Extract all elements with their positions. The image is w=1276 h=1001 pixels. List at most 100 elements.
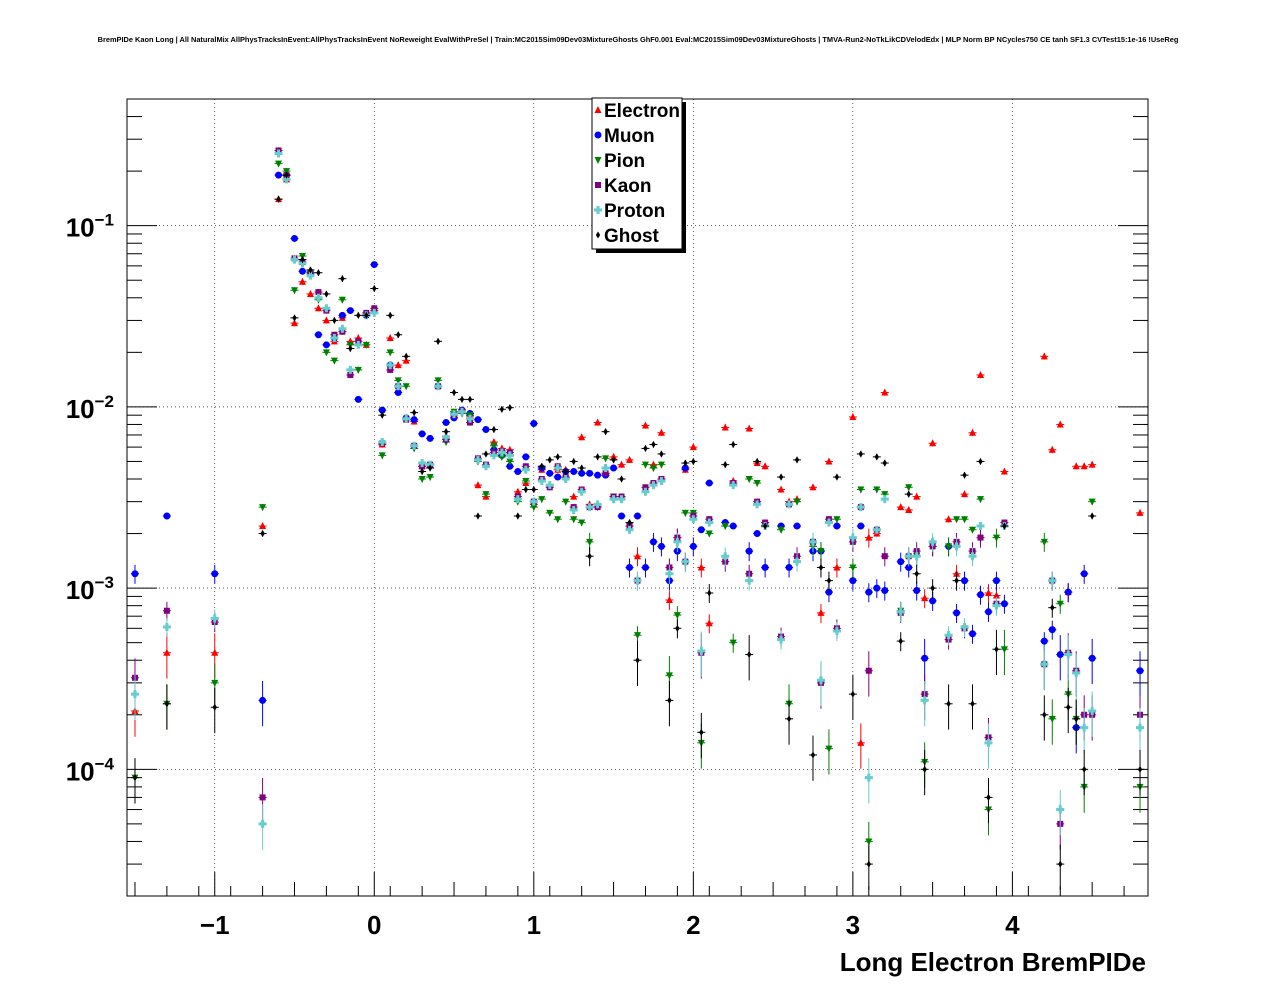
- proton-point: [625, 525, 634, 534]
- pion-marker: [673, 612, 681, 620]
- proton-marker: [793, 557, 802, 566]
- proton-point: [872, 525, 881, 534]
- pion-marker: [506, 458, 514, 466]
- muon-marker: [514, 468, 522, 476]
- ghost-marker: [691, 457, 696, 465]
- muon-point: [880, 581, 889, 601]
- proton-point: [585, 503, 594, 512]
- electron-point: [928, 439, 937, 447]
- legend-marker-electron: [594, 106, 602, 113]
- electron-marker: [570, 492, 578, 500]
- electron-marker: [626, 455, 634, 463]
- legend-entry-proton: Proton: [594, 201, 665, 222]
- proton-point: [745, 571, 754, 591]
- ghost-marker: [994, 645, 999, 653]
- muon-marker: [346, 307, 354, 315]
- x-tick-label: −1: [200, 910, 230, 940]
- ghost-point: [505, 404, 514, 412]
- proton-point: [697, 631, 706, 677]
- pion-marker: [1000, 646, 1008, 654]
- pion-point: [569, 516, 578, 524]
- proton-point: [450, 410, 459, 419]
- muon-point: [354, 395, 363, 403]
- ghost-marker: [308, 266, 313, 274]
- ghost-marker: [539, 462, 544, 470]
- proton-point: [1072, 653, 1081, 699]
- electron-marker: [697, 563, 705, 571]
- kaon-marker: [977, 534, 984, 541]
- pion-marker: [976, 496, 984, 504]
- muon-marker: [570, 468, 578, 476]
- electron-point: [258, 522, 267, 530]
- ghost-point: [729, 441, 738, 449]
- muon-marker: [522, 453, 530, 461]
- muon-point: [872, 579, 881, 599]
- proton-marker: [705, 518, 714, 527]
- electron-marker: [1072, 462, 1080, 470]
- pion-marker: [394, 377, 402, 385]
- ghost-marker: [1058, 860, 1063, 868]
- ghost-marker: [372, 285, 377, 293]
- muon-point: [1136, 651, 1145, 697]
- pion-marker: [211, 679, 219, 687]
- ghost-marker: [1137, 765, 1143, 773]
- y-tick-label: 10−1: [66, 211, 114, 243]
- proton-point: [617, 495, 626, 504]
- proton-marker: [649, 481, 658, 490]
- electron-marker: [514, 487, 522, 495]
- pion-marker: [969, 526, 977, 534]
- proton-marker: [458, 407, 467, 416]
- proton-marker: [952, 542, 961, 551]
- proton-point: [808, 532, 817, 552]
- ghost-point: [1072, 699, 1081, 745]
- muon-point: [641, 558, 650, 578]
- ghost-point: [593, 453, 602, 461]
- pion-marker: [386, 349, 394, 357]
- proton-point: [729, 481, 738, 490]
- proton-marker: [465, 414, 474, 423]
- ghost-point: [984, 777, 993, 824]
- proton-marker: [162, 623, 171, 632]
- ghost-point: [545, 456, 554, 464]
- proton-marker: [617, 495, 626, 504]
- kaon-marker: [347, 371, 354, 378]
- proton-marker: [410, 441, 419, 450]
- electron-point: [1080, 462, 1089, 470]
- ghost-marker: [459, 395, 465, 403]
- pion-marker: [833, 516, 841, 524]
- ghost-point: [346, 344, 355, 352]
- ghost-point: [816, 558, 825, 578]
- muon-marker: [618, 512, 626, 520]
- ghost-marker: [754, 457, 760, 465]
- ghost-marker: [1089, 512, 1095, 520]
- muon-marker: [1000, 600, 1008, 608]
- electron-marker: [976, 370, 984, 378]
- pion-marker: [498, 453, 506, 461]
- pion-marker: [562, 498, 570, 506]
- ghost-marker: [571, 457, 576, 465]
- muon-marker: [953, 609, 961, 617]
- ghost-point: [410, 409, 419, 417]
- pion-point: [745, 475, 754, 484]
- electron-marker: [929, 439, 937, 447]
- muon-point: [162, 512, 171, 520]
- electron-marker: [809, 483, 817, 491]
- muon-marker: [913, 587, 921, 595]
- proton-point: [434, 382, 443, 391]
- pion-point: [290, 287, 299, 295]
- muon-marker: [1064, 588, 1072, 596]
- muon-point: [553, 473, 562, 481]
- ghost-marker: [826, 577, 832, 585]
- ghost-marker: [651, 441, 656, 449]
- ghost-marker: [962, 471, 967, 479]
- pion-marker: [362, 341, 370, 349]
- ghost-point: [489, 426, 498, 434]
- electron-point: [473, 481, 482, 489]
- ghost-marker: [946, 700, 951, 708]
- electron-point: [697, 558, 706, 578]
- legend-entry-ghost: Ghost: [595, 226, 660, 247]
- electron-marker: [641, 421, 649, 429]
- muon-marker: [1048, 626, 1056, 634]
- ghost-point: [386, 311, 395, 319]
- proton-marker: [984, 738, 993, 747]
